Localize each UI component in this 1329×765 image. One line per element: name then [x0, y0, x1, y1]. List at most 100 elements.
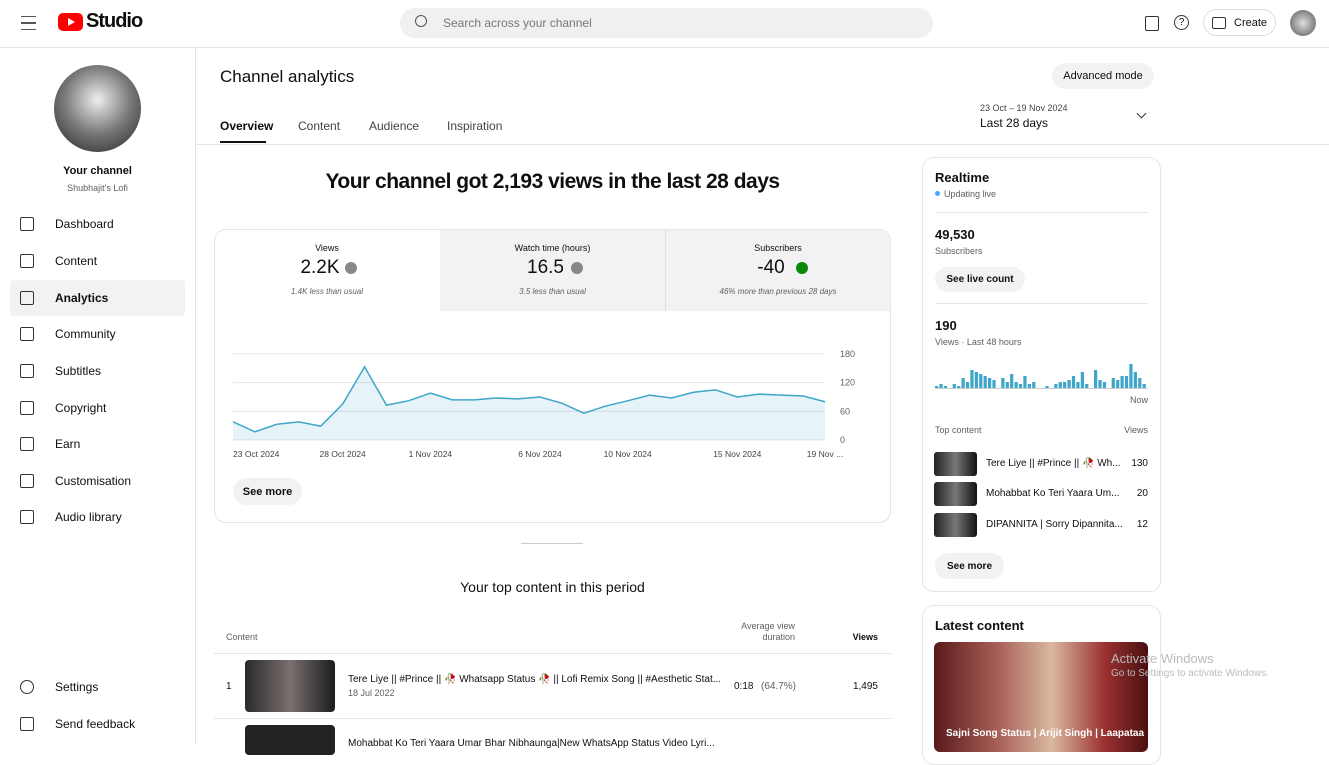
col-content: Content [226, 632, 258, 642]
bar [1124, 376, 1129, 388]
tab[interactable]: Content [298, 119, 341, 133]
row-border [214, 718, 891, 719]
metric-value[interactable]: 2.2K [300, 257, 340, 278]
metric-label[interactable]: Views [315, 243, 339, 253]
channel-name: Your channel [63, 165, 132, 177]
nav-item[interactable]: Earn [55, 437, 81, 451]
x-end-label: Now [1130, 395, 1149, 405]
menu-button[interactable] [21, 16, 36, 30]
divider [935, 212, 1148, 213]
live-status: Updating live [944, 189, 997, 199]
tab[interactable]: Inspiration [447, 119, 503, 133]
row-title[interactable]: Tere Liye || #Prince || 🥀 Wh... [986, 458, 1121, 469]
logo-icon[interactable] [58, 13, 83, 31]
bar [1116, 380, 1120, 388]
date-range: 23 Oct – 19 Nov 2024 [980, 103, 1068, 113]
nav-item[interactable]: Content [55, 254, 98, 268]
see-more-button[interactable]: See more [233, 478, 302, 505]
bar [1076, 382, 1080, 388]
live-dot [935, 191, 940, 196]
subscriber-label: Subscribers [935, 246, 983, 256]
channel-avatar[interactable] [54, 65, 141, 152]
x-tick-label: 10 Nov 2024 [604, 449, 652, 459]
metric-trend-icon [345, 262, 357, 274]
bar [979, 374, 983, 388]
see-more-button[interactable]: See more [935, 553, 1004, 579]
metric-value[interactable]: -40 [757, 257, 785, 278]
row-title[interactable]: DIPANNITA | Sorry Dipannita... [986, 519, 1123, 530]
search-box[interactable] [400, 8, 933, 38]
nav-icon [20, 401, 34, 415]
tab[interactable]: Audience [369, 119, 420, 133]
overview-card [214, 229, 891, 523]
bar [988, 378, 992, 388]
tabs-border [196, 144, 1329, 145]
advanced-mode-button[interactable]: Advanced mode [1052, 63, 1154, 89]
metric-note: 1.4K less than usual [290, 287, 364, 296]
help-icon[interactable]: ? [1174, 15, 1189, 30]
nav-item[interactable]: Dashboard [55, 217, 114, 231]
row-thumbnail[interactable] [934, 482, 977, 506]
create-icon [1212, 17, 1226, 29]
x-tick-label: 19 Nov ... [807, 449, 843, 459]
nav-item[interactable]: Audio library [55, 510, 122, 524]
latest-video-title[interactable]: Sajni Song Status | Arijit Singh | Laapa… [946, 728, 1145, 739]
x-tick-label: 6 Nov 2024 [518, 449, 562, 459]
nav-icon [20, 327, 34, 341]
bar [1014, 382, 1018, 388]
table-border [214, 653, 891, 654]
tab[interactable]: Overview [220, 119, 274, 133]
metric-label[interactable]: Watch time (hours) [514, 243, 591, 253]
nav-item[interactable]: Copyright [55, 401, 107, 415]
nav-icon [20, 291, 34, 305]
channel-handle: Shubhajit's Lofi [67, 183, 128, 193]
bar [939, 384, 943, 388]
bar [1085, 384, 1089, 388]
page-title: Channel analytics [220, 67, 355, 86]
row-duration: 0:18 [734, 681, 754, 692]
logo-text[interactable]: Studio [86, 10, 143, 32]
row-thumbnail[interactable] [934, 452, 977, 476]
row-title[interactable]: Tere Liye || #Prince || 🥀 Whatsapp Statu… [348, 674, 722, 685]
bar [1001, 378, 1005, 388]
latest-thumbnail[interactable] [934, 642, 1148, 752]
nav-icon [20, 510, 34, 524]
row-title[interactable]: Mohabbat Ko Teri Yaara Um... [986, 488, 1120, 499]
row-views: 1,495 [852, 681, 878, 692]
nav-item[interactable]: Community [55, 327, 116, 341]
metric-divider [665, 230, 666, 311]
top-content-views-header: Views [1124, 425, 1148, 435]
nav-item[interactable]: Customisation [55, 474, 132, 488]
create-button[interactable] [1203, 9, 1276, 36]
metric-label[interactable]: Subscribers [754, 243, 802, 253]
nav-item[interactable]: Send feedback [55, 717, 136, 731]
period-chevron[interactable] [1136, 108, 1147, 119]
y-tick-label: 60 [840, 406, 850, 416]
bar [1098, 380, 1102, 388]
bar [1138, 378, 1142, 388]
views-label: Views · Last 48 hours [935, 337, 1022, 347]
row-thumbnail[interactable] [245, 660, 335, 712]
bar [1005, 382, 1009, 388]
search-placeholder: Search across your channel [443, 16, 592, 30]
bar [943, 386, 948, 388]
bar [1032, 382, 1036, 388]
row-title[interactable]: Mohabbat Ko Teri Yaara Umar Bhar Nibhaun… [348, 738, 715, 749]
col-views[interactable]: Views [852, 632, 878, 642]
nav-item[interactable]: Analytics [55, 291, 109, 305]
nav-item[interactable]: Subtitles [55, 364, 102, 378]
row-thumbnail[interactable] [934, 513, 977, 537]
messages-icon[interactable] [1145, 16, 1159, 31]
account-avatar[interactable] [1290, 10, 1316, 36]
bar [983, 376, 987, 388]
metric-value[interactable]: 16.5 [527, 257, 564, 278]
metric-trend-icon [570, 262, 583, 274]
period[interactable]: Last 28 days [980, 116, 1049, 130]
bar [1080, 372, 1084, 388]
row-thumbnail[interactable] [245, 725, 335, 755]
col-duration[interactable]: Average view duration [741, 621, 795, 642]
realtime-title: Realtime [935, 170, 990, 185]
nav-item[interactable]: Settings [55, 680, 99, 694]
tab-underline [220, 141, 266, 143]
see-live-count-button[interactable]: See live count [935, 267, 1025, 292]
